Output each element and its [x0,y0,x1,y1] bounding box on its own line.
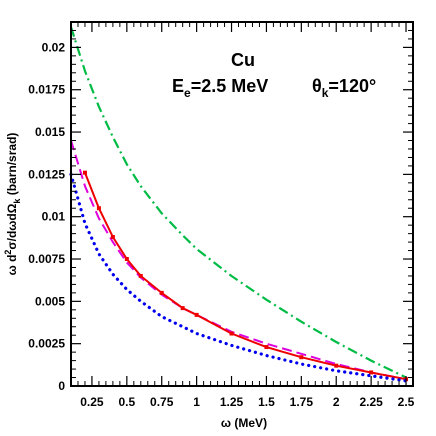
series-3-marker [334,363,339,368]
series-3-marker [299,355,304,360]
y-tick-label: 0.0075 [28,252,65,266]
y-axis-label-part3: (barn/srad) [5,133,19,199]
series-4-dotted-line [69,172,408,383]
y-tick-label: 0.0125 [28,167,65,181]
axes-layer [70,21,414,387]
x-tick-label: 1.75 [290,395,314,409]
x-tick-label: 2.5 [398,395,415,409]
x-tick-label: 1.25 [220,395,244,409]
annotation-energy: Ee=2.5 MeV [172,76,268,100]
series-3-marker [124,257,129,262]
series-3-marker [180,306,185,311]
annotation-angle: θk=120° [312,76,376,100]
x-axis-label: ω (MeV) [221,416,267,430]
series-3-solid-with-markers-line [84,172,407,381]
series-3-marker [82,170,87,175]
y-tick-label: 0.0175 [28,83,65,97]
x-tick-label: 0.5 [118,395,135,409]
series-3-marker [110,235,115,240]
x-tick-label: 0.25 [80,395,104,409]
x-tick-label: 0.75 [150,395,174,409]
x-tick-label: 2.25 [359,395,383,409]
annotation-energy-subscript: e [184,86,191,100]
plot-frame [70,21,414,387]
series-3-marker [369,370,374,375]
x-tick-label: 1 [193,395,200,409]
x-tick-label: 1.5 [258,395,275,409]
y-tick-label: 0.02 [42,40,66,54]
tick-label-layer: 0.25 0.5 0.75 1 1.25 1.5 1.75 2 2.25 2.5 0 0.0025 0.… [28,40,414,409]
y-axis-label-sub: k [12,198,22,204]
annotation-energy-symbol: E [172,76,184,96]
annotation-element: Cu [231,50,255,70]
series-3-marker [194,312,199,317]
y-axis-label-part1: ω d [5,255,19,276]
series-3-marker [229,331,234,336]
series-2-dashed-line [70,140,407,381]
series-3-marker [264,345,269,350]
annotation-angle-subscript: k [322,86,329,100]
y-tick-label: 0.005 [35,294,65,308]
y-tick-label: 0.015 [35,125,65,139]
series-3-marker [159,290,164,295]
y-tick-label: 0.0025 [28,337,65,351]
series-1-dash-dot-line [69,26,407,379]
annotation-energy-value: =2.5 MeV [191,76,269,96]
series-3-marker [96,206,101,211]
annotation-angle-value: =120° [328,76,376,96]
series-3-marker [138,273,143,278]
x-tick-label: 2 [333,395,340,409]
y-tick-label: 0.01 [42,210,66,224]
y-axis-label: ω d2σ/dωdΩk (barn/srad) [3,133,22,276]
y-tick-label: 0 [58,379,65,393]
y-axis-label-sup: 2 [3,250,13,255]
series-layer [69,26,409,383]
y-axis-label-part2: σ/dωdΩ [5,203,19,249]
annotation-angle-symbol: θ [312,76,322,96]
